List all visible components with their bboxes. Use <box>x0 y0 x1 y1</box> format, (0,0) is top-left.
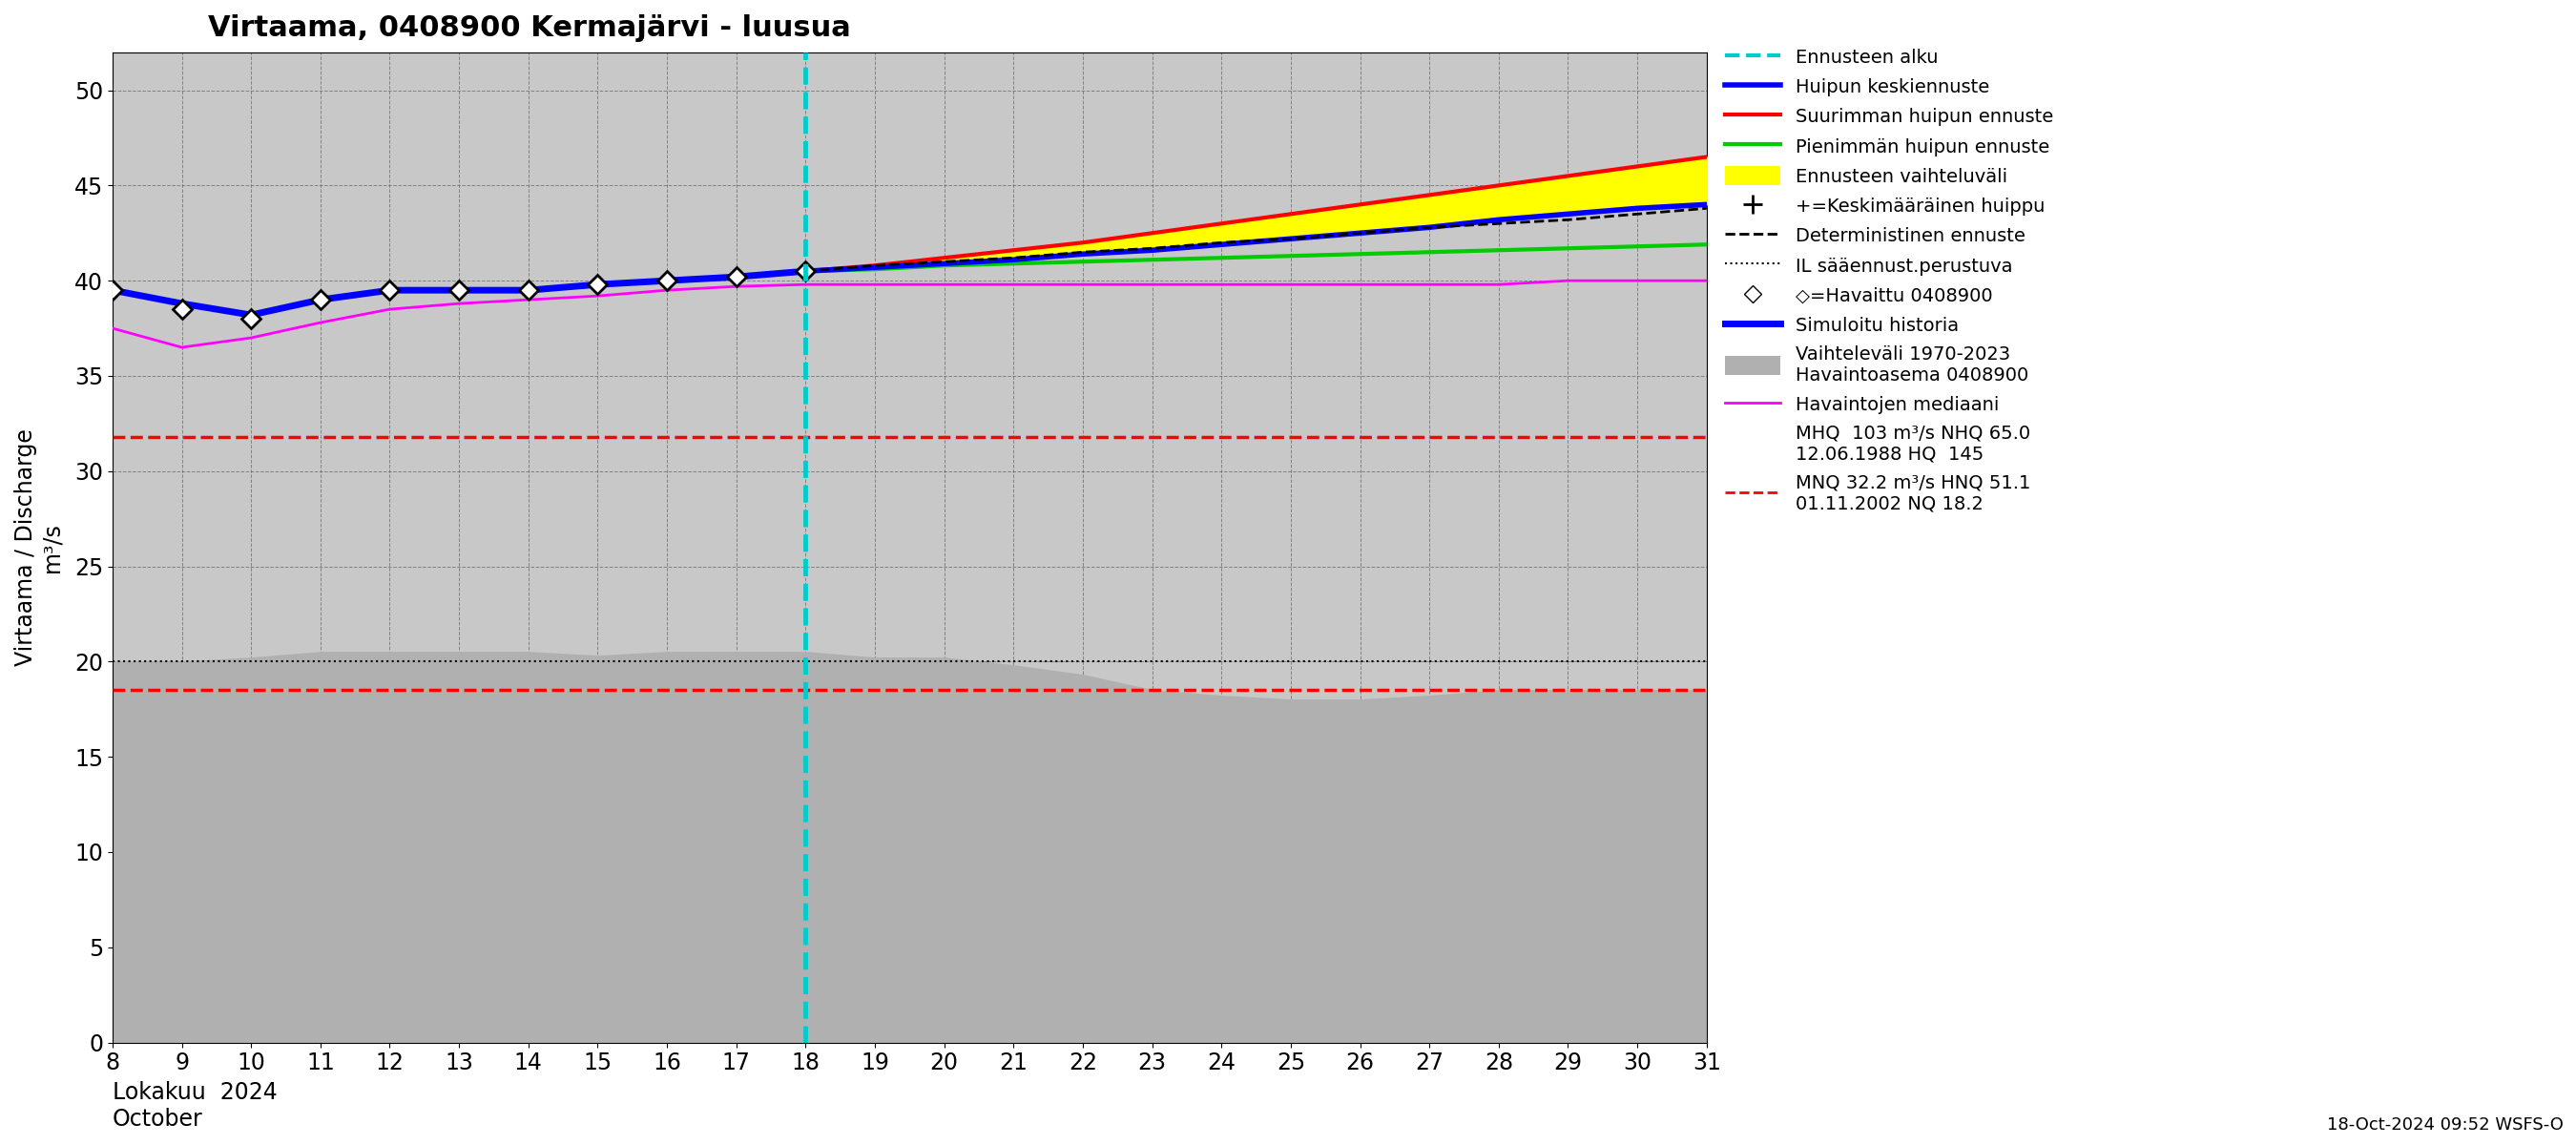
X-axis label: Lokakuu  2024
October: Lokakuu 2024 October <box>113 1081 278 1130</box>
Text: Virtaama, 0408900 Kermajärvi - luusua: Virtaama, 0408900 Kermajärvi - luusua <box>209 14 850 42</box>
Legend: Ennusteen alku, Huipun keskiennuste, Suurimman huipun ennuste, Pienimmän huipun : Ennusteen alku, Huipun keskiennuste, Suu… <box>1718 41 2058 519</box>
Text: 18-Oct-2024 09:52 WSFS-O: 18-Oct-2024 09:52 WSFS-O <box>2326 1116 2563 1134</box>
Y-axis label: Virtaama / Discharge
m³/s: Virtaama / Discharge m³/s <box>15 428 64 666</box>
